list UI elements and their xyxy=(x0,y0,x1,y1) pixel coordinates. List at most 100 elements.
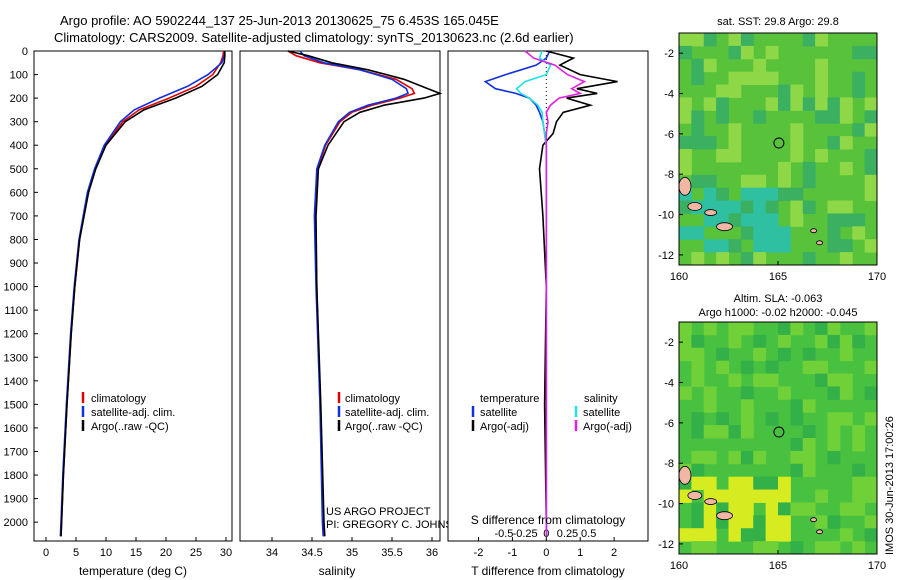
map-cell xyxy=(790,200,804,214)
map-cell xyxy=(778,226,791,240)
legend-label-argo: Argo(..raw -QC) xyxy=(91,421,169,433)
map-cell xyxy=(852,45,866,60)
depth-tick-label: 1100 xyxy=(4,305,28,317)
map-cell xyxy=(827,412,841,426)
map-cell xyxy=(728,450,742,465)
map-cell xyxy=(864,489,878,503)
map-y-tick-label: -8 xyxy=(664,169,674,181)
map-cell xyxy=(765,226,779,240)
temperature-x-axis: 0 5 10 15 20 25 30 xyxy=(43,537,232,559)
map-cell xyxy=(765,45,779,60)
x-tick-label: 5 xyxy=(73,547,79,559)
map-cell xyxy=(778,489,791,503)
map-cell xyxy=(691,450,705,465)
temperature-xlabel: temperature (deg C) xyxy=(79,564,187,578)
map-cell xyxy=(864,322,878,336)
map-cell xyxy=(815,149,828,163)
map-cell xyxy=(740,187,754,202)
map-cell xyxy=(827,515,841,529)
map-cell xyxy=(703,386,717,400)
map-cell xyxy=(728,45,742,60)
map-cell xyxy=(778,502,791,516)
map-cell xyxy=(827,97,841,111)
pi-annotation: PI: GREGORY C. JOHNSON xyxy=(326,519,469,531)
map-cell xyxy=(778,515,791,529)
map-cell xyxy=(753,187,767,202)
map-cell xyxy=(778,84,791,98)
map-cell xyxy=(815,373,828,387)
depth-tick-label: 0 xyxy=(22,46,28,58)
map-cell xyxy=(827,450,841,465)
map-cell xyxy=(679,347,692,362)
x-tick-label: 0 xyxy=(43,547,49,559)
map-y-tick-label: -12 xyxy=(658,250,674,262)
map-cell xyxy=(827,239,841,253)
x-tick-label: 20 xyxy=(160,547,172,559)
title-line-2: Climatology: CARS2009. Satellite-adjuste… xyxy=(54,30,574,45)
map-cell xyxy=(691,528,705,542)
map-cell xyxy=(679,200,692,214)
difference-legend: temperature salinity satellite Argo(-adj… xyxy=(471,393,632,433)
legend-label-s-argo: Argo(-adj) xyxy=(583,421,632,433)
legend-header-salinity: salinity xyxy=(584,393,618,405)
map-cell xyxy=(728,425,742,439)
map-cell xyxy=(864,239,878,253)
temperature-legend: climatology satellite-adj. clim. Argo(..… xyxy=(81,392,175,433)
map-cell xyxy=(852,226,866,240)
x-tick-label: 36 xyxy=(426,547,438,559)
map-cell xyxy=(802,200,816,214)
map-cell xyxy=(790,149,804,163)
depth-tick-label: 1700 xyxy=(4,446,28,458)
map-cell xyxy=(679,489,692,503)
sst-map-title: sat. SST: 29.8 Argo: 29.8 xyxy=(717,16,839,28)
map-cell xyxy=(765,515,779,529)
legend-label-s-satellite: satellite xyxy=(583,407,620,419)
map-cell xyxy=(716,412,729,426)
island-shape xyxy=(687,491,703,500)
map-cell xyxy=(703,213,717,227)
map-cell xyxy=(716,347,729,362)
map-cell xyxy=(765,239,779,253)
map-x-tick-label: 165 xyxy=(769,271,787,283)
map-cell xyxy=(753,489,767,503)
legend-label-t-satellite: satellite xyxy=(480,407,517,419)
x-tick-label: 10 xyxy=(100,547,112,559)
legend-label-t-argo: Argo(-adj) xyxy=(480,421,529,433)
map-cell xyxy=(740,226,754,240)
map-cell xyxy=(753,252,767,266)
map-cell xyxy=(852,476,866,491)
map-cell xyxy=(790,450,804,465)
map-cell xyxy=(790,123,804,137)
depth-tick-label: 1900 xyxy=(4,494,28,506)
map-cell xyxy=(802,450,816,465)
depth-tick-label: 600 xyxy=(10,187,28,199)
map-cell xyxy=(728,528,742,542)
island-shape xyxy=(678,176,692,196)
map-cell xyxy=(703,97,717,111)
map-cell xyxy=(839,136,853,150)
map-cell xyxy=(740,322,754,336)
salinity-panel: 34 34.5 35 35.5 36 salinity climatology sate… xyxy=(239,50,469,578)
map-cell xyxy=(753,515,767,529)
map-cell xyxy=(778,239,791,253)
map-x-tick-label: 170 xyxy=(868,560,886,572)
map-cell xyxy=(753,110,767,124)
depth-tick-label: 100 xyxy=(10,70,28,82)
map-cell xyxy=(691,502,705,516)
map-cell xyxy=(691,334,705,349)
salinity-frame xyxy=(239,50,441,542)
salinity-xlabel: salinity xyxy=(319,564,356,578)
map-cell xyxy=(753,239,767,253)
map-cell xyxy=(802,347,816,362)
salinity-lines xyxy=(287,50,443,537)
legend-label-climatology: climatology xyxy=(91,393,147,405)
x-tick-label: 25 xyxy=(190,547,202,559)
map-cell xyxy=(691,58,705,73)
sst-map: 160 165 170 -2 -4 -6 -8 -10 -12 xyxy=(658,32,886,283)
map-cell xyxy=(679,45,692,60)
map-cell xyxy=(753,334,767,349)
map-cell xyxy=(740,502,754,516)
map-cell xyxy=(703,528,717,542)
island-shape xyxy=(716,511,733,521)
s-tick-label: -0.5 xyxy=(494,528,513,540)
